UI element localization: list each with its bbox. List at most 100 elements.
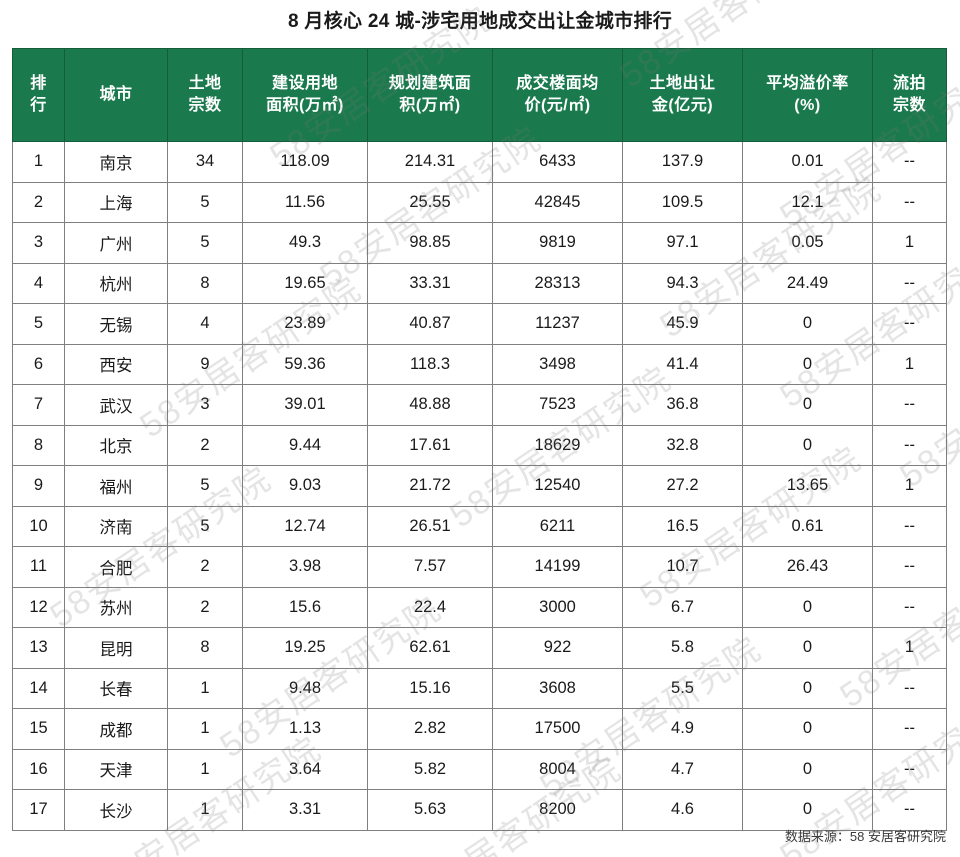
cell-failed-auctions: --	[872, 384, 947, 426]
cell-avg-premium-rate: 24.49	[742, 262, 873, 304]
cell-city: 西安	[64, 343, 168, 385]
cell-failed-auctions: --	[872, 303, 947, 345]
cell-land-lots: 3	[167, 384, 243, 426]
cell-avg-premium-rate: 0.61	[742, 505, 873, 547]
table-row: 17 长沙 1 3.31 5.63 8200 4.6 0 --	[12, 789, 947, 831]
cell-avg-floor-price: 7523	[492, 384, 623, 426]
table-row: 16 天津 1 3.64 5.82 8004 4.7 0 --	[12, 748, 947, 790]
cell-rank: 14	[12, 667, 65, 709]
cell-construction-area: 3.64	[242, 748, 368, 790]
cell-city: 天津	[64, 748, 168, 790]
table-row: 1 南京 34 118.09 214.31 6433 137.9 0.01 --	[12, 141, 947, 183]
cell-avg-premium-rate: 0	[742, 748, 873, 790]
cell-planned-floor-area: 40.87	[367, 303, 493, 345]
cell-city: 杭州	[64, 262, 168, 304]
column-header-land-transfer-fee-line1: 土地出让	[649, 75, 716, 93]
cell-planned-floor-area: 33.31	[367, 262, 493, 304]
cell-planned-floor-area: 98.85	[367, 222, 493, 264]
cell-construction-area: 59.36	[242, 343, 368, 385]
cell-land-lots: 1	[167, 789, 243, 831]
cell-failed-auctions: --	[872, 546, 947, 588]
column-header-failed-auctions: 流拍 宗数	[872, 48, 947, 142]
cell-land-lots: 2	[167, 586, 243, 628]
cell-construction-area: 3.98	[242, 546, 368, 588]
cell-construction-area: 19.25	[242, 627, 368, 669]
cell-avg-premium-rate: 26.43	[742, 546, 873, 588]
cell-rank: 16	[12, 748, 65, 790]
cell-avg-floor-price: 11237	[492, 303, 623, 345]
cell-rank: 10	[12, 505, 65, 547]
table-row: 5 无锡 4 23.89 40.87 11237 45.9 0 --	[12, 303, 947, 345]
cell-avg-floor-price: 6433	[492, 141, 623, 183]
column-header-land-transfer-fee: 土地出让 金(亿元)	[622, 48, 743, 142]
cell-city: 长沙	[64, 789, 168, 831]
cell-avg-floor-price: 3000	[492, 586, 623, 628]
cell-failed-auctions: 1	[872, 222, 947, 264]
table-row: 6 西安 9 59.36 118.3 3498 41.4 0 1	[12, 343, 947, 385]
cell-land-transfer-fee: 5.8	[622, 627, 743, 669]
column-header-rank-line2: 行	[30, 97, 47, 114]
table-row: 7 武汉 3 39.01 48.88 7523 36.8 0 --	[12, 384, 947, 426]
cell-failed-auctions: --	[872, 708, 947, 750]
cell-land-lots: 8	[167, 627, 243, 669]
column-header-planned-floor-area: 规划建筑面 积(万㎡)	[367, 48, 493, 142]
cell-rank: 8	[12, 424, 65, 466]
table-row: 9 福州 5 9.03 21.72 12540 27.2 13.65 1	[12, 465, 947, 507]
column-header-planned-floor-area-line1: 规划建筑面	[388, 75, 472, 93]
column-header-city-line1: 城市	[99, 86, 133, 104]
column-header-land-lots-line2: 宗数	[188, 97, 222, 114]
cell-failed-auctions: --	[872, 505, 947, 547]
cell-land-transfer-fee: 6.7	[622, 586, 743, 628]
cell-avg-floor-price: 42845	[492, 181, 623, 223]
cell-planned-floor-area: 26.51	[367, 505, 493, 547]
cell-avg-premium-rate: 0	[742, 789, 873, 831]
page-title: 8 月核心 24 城-涉宅用地成交出让金城市排行	[287, 11, 673, 32]
table-header-row: 排 行 城市 土地 宗数 建设用地 面积(万㎡) 规划建筑面 积(万㎡)	[12, 48, 947, 142]
cell-land-transfer-fee: 4.6	[622, 789, 743, 831]
cell-land-transfer-fee: 16.5	[622, 505, 743, 547]
table-row: 10 济南 5 12.74 26.51 6211 16.5 0.61 --	[12, 505, 947, 547]
cell-land-lots: 1	[167, 748, 243, 790]
cell-avg-floor-price: 17500	[492, 708, 623, 750]
cell-avg-premium-rate: 0	[742, 384, 873, 426]
cell-avg-premium-rate: 0.01	[742, 141, 873, 183]
cell-avg-floor-price: 12540	[492, 465, 623, 507]
cell-avg-premium-rate: 12.1	[742, 181, 873, 223]
cell-planned-floor-area: 21.72	[367, 465, 493, 507]
cell-failed-auctions: --	[872, 141, 947, 183]
cell-avg-premium-rate: 0	[742, 627, 873, 669]
cell-city: 武汉	[64, 384, 168, 426]
cell-failed-auctions: --	[872, 262, 947, 304]
column-header-avg-premium-rate: 平均溢价率 (%)	[742, 48, 873, 142]
column-header-avg-floor-price: 成交楼面均 价(元/㎡)	[492, 48, 623, 142]
cell-planned-floor-area: 62.61	[367, 627, 493, 669]
column-header-rank-line1: 排	[30, 75, 47, 93]
cell-avg-premium-rate: 0	[742, 343, 873, 385]
cell-land-lots: 5	[167, 465, 243, 507]
cell-failed-auctions: --	[872, 424, 947, 466]
ranking-table-container: 排 行 城市 土地 宗数 建设用地 面积(万㎡) 规划建筑面 积(万㎡)	[12, 48, 947, 831]
cell-planned-floor-area: 17.61	[367, 424, 493, 466]
cell-city: 南京	[64, 141, 168, 183]
cell-avg-premium-rate: 0	[742, 424, 873, 466]
cell-city: 长春	[64, 667, 168, 709]
cell-city: 北京	[64, 424, 168, 466]
cell-land-lots: 2	[167, 424, 243, 466]
cell-avg-premium-rate: 0	[742, 303, 873, 345]
table-row: 2 上海 5 11.56 25.55 42845 109.5 12.1 --	[12, 181, 947, 223]
cell-city: 福州	[64, 465, 168, 507]
cell-city: 济南	[64, 505, 168, 547]
cell-land-transfer-fee: 4.7	[622, 748, 743, 790]
cell-failed-auctions: 1	[872, 627, 947, 669]
cell-land-lots: 5	[167, 222, 243, 264]
cell-avg-floor-price: 28313	[492, 262, 623, 304]
cell-avg-floor-price: 6211	[492, 505, 623, 547]
cell-planned-floor-area: 214.31	[367, 141, 493, 183]
cell-city: 广州	[64, 222, 168, 264]
cell-rank: 12	[12, 586, 65, 628]
cell-failed-auctions: --	[872, 181, 947, 223]
column-header-rank: 排 行	[12, 48, 65, 142]
column-header-land-transfer-fee-line2: 金(亿元)	[651, 97, 714, 114]
column-header-avg-premium-rate-line1: 平均溢价率	[766, 75, 849, 93]
column-header-avg-floor-price-line1: 成交楼面均	[516, 75, 599, 93]
